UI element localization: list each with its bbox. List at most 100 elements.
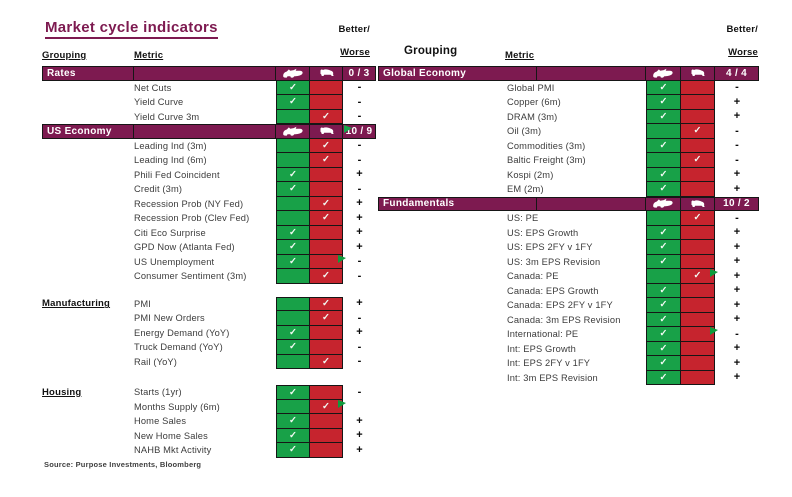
bear-signal-cell: [309, 428, 343, 443]
table-row: Recession Prob (Clev Fed) ✓ +: [42, 211, 376, 226]
metric-label: Int: EPS 2FY v 1FY: [507, 358, 591, 369]
left-worse-text: Worse: [340, 47, 370, 58]
check-icon: ✓: [289, 183, 297, 194]
table-row: Truck Demand (YoY) ✓ -: [42, 340, 376, 355]
section-banner: Fundamentals 10 / 2: [378, 196, 759, 211]
check-icon: ✓: [289, 341, 297, 352]
bear-signal-cell: ✓: [309, 269, 343, 284]
metric-label: US: EPS Growth: [507, 227, 579, 238]
better-worse-value: -: [357, 355, 362, 368]
banner-divider: [133, 67, 134, 80]
table-section-fundamentals: Fundamentals 10 / 2 US: PE ✓ - US: EPS Growth…: [378, 196, 759, 385]
check-icon: ✓: [659, 328, 668, 339]
bull-signal-cell: [276, 196, 310, 211]
check-icon: ✓: [322, 270, 330, 281]
section-header-label: Global Economy: [383, 67, 467, 79]
metric-label: Kospi (2m): [507, 169, 554, 180]
better-worse-value: -: [735, 81, 739, 94]
check-icon: ✓: [659, 284, 668, 296]
bear-column-header: [680, 66, 715, 81]
group-label: Housing: [42, 386, 82, 398]
check-icon: ✓: [289, 96, 297, 107]
bear-signal-cell: [680, 341, 715, 356]
metric-label: Recession Prob (Clev Fed): [134, 213, 250, 224]
bear-signal-cell: ✓: [309, 153, 343, 168]
right-metric-header: Metric: [505, 50, 535, 61]
grouping-cell: [42, 182, 132, 197]
bull-signal-cell: ✓: [276, 225, 310, 240]
grouping-cell: [378, 139, 505, 154]
check-icon: ✓: [289, 415, 297, 426]
banner-divider: [536, 197, 537, 210]
metric-label: Int: 3m EPS Revision: [507, 372, 598, 383]
section-header: Global Economy: [378, 66, 646, 81]
better-worse-value: -: [735, 153, 739, 166]
check-icon: ✓: [659, 241, 668, 252]
metric-label: EM (2m): [507, 184, 544, 195]
bear-signal-cell: [680, 109, 715, 124]
grouping-cell: [378, 226, 505, 241]
bull-signal-cell: ✓: [646, 138, 681, 153]
bear-signal-cell: [309, 80, 343, 95]
grouping-cell: [42, 443, 132, 458]
grouping-cell: [42, 400, 132, 415]
bull-signal-cell: ✓: [276, 182, 310, 197]
check-icon: ✓: [659, 226, 668, 238]
bull-icon: [276, 67, 309, 80]
table-row: Canada: EPS Growth ✓ +: [378, 283, 759, 298]
metric-label: Energy Demand (YoY): [134, 327, 230, 338]
better-worse-value: +: [356, 211, 363, 224]
metric-label: Int: EPS Growth: [507, 343, 576, 354]
check-icon: ✓: [693, 212, 702, 223]
right-grouping-header: Grouping: [404, 45, 458, 57]
table-row: Recession Prob (NY Fed) ✓ +: [42, 196, 376, 211]
bear-signal-cell: [680, 225, 715, 240]
table-row: US: PE ✓ -: [378, 211, 759, 226]
check-icon: ✓: [693, 125, 702, 136]
metric-label: PMI New Orders: [134, 313, 205, 324]
bull-signal-cell: [276, 269, 310, 284]
grouping-cell: [378, 342, 505, 357]
metric-label: Months Supply (6m): [134, 401, 220, 412]
table-row: NAHB Mkt Activity ✓ +: [42, 443, 376, 458]
grouping-cell: [378, 182, 505, 197]
check-icon: ✓: [659, 168, 668, 180]
metric-label: Consumer Sentiment (3m): [134, 271, 247, 282]
table-row: Canada: PE ✓ +: [378, 269, 759, 284]
bear-signal-cell: [309, 167, 343, 182]
check-icon: ✓: [289, 81, 297, 93]
better-worse-value: +: [733, 168, 741, 181]
bull-signal-cell: [276, 399, 310, 414]
metric-label: US Unemployment: [134, 256, 215, 267]
grouping-cell: [378, 168, 505, 183]
better-worse-value: +: [356, 226, 363, 239]
check-icon: ✓: [693, 154, 702, 165]
section-header: Rates: [42, 66, 276, 81]
bull-signal-cell: [276, 211, 310, 226]
table-row: Int: EPS Growth ✓ +: [378, 341, 759, 357]
check-icon: ✓: [693, 270, 702, 281]
bull-signal-cell: [646, 153, 681, 168]
section-banner: Global Economy 4 / 4: [378, 66, 759, 81]
bull-signal-cell: [646, 124, 681, 139]
metric-label: Baltic Freight (3m): [507, 155, 586, 166]
grouping-cell: [42, 255, 132, 270]
table-row: International: PE ✓ -: [378, 327, 759, 342]
grouping-cell: [378, 255, 505, 270]
metric-label: Home Sales: [134, 416, 187, 427]
bull-signal-cell: ✓: [646, 370, 681, 385]
better-worse-value: +: [356, 443, 363, 456]
right-indicator-table: Global Economy 4 / 4 Global PMI ✓ - Copper (6…: [378, 66, 759, 385]
better-worse-value: -: [357, 110, 362, 123]
check-icon: ✓: [289, 429, 297, 441]
bear-signal-cell: [309, 95, 343, 110]
bull-signal-cell: ✓: [276, 167, 310, 182]
bull-signal-cell: [646, 211, 681, 226]
better-worse-value: [338, 399, 376, 415]
better-worse-value: -: [357, 95, 362, 108]
better-worse-value: +: [356, 429, 363, 442]
bull-signal-cell: ✓: [646, 225, 681, 240]
grouping-cell: [42, 81, 132, 96]
table-row: Yield Curve 3m ✓ -: [42, 109, 376, 124]
better-worse-value: +: [356, 414, 363, 427]
